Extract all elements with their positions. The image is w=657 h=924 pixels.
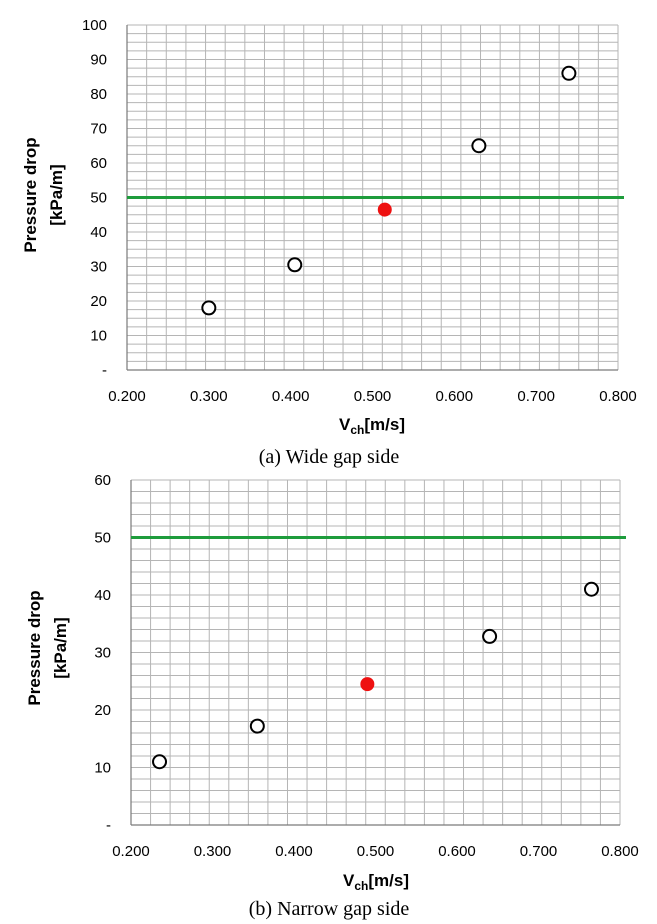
x-tick-label: 0.500: [357, 843, 395, 860]
y-tick-label: 100: [82, 17, 107, 34]
x-axis-label-sub: ch: [354, 879, 368, 893]
x-axis-label-sub: ch: [350, 423, 364, 437]
y-tick-label: -: [102, 362, 107, 379]
y-tick-label: 20: [90, 293, 107, 310]
x-tick-label: 0.800: [601, 843, 639, 860]
data-point: [287, 257, 303, 273]
x-tick-label: 0.200: [112, 843, 150, 860]
y-tick-labels: - 10 20 30 40 50 60 70 80 90 100: [82, 17, 107, 379]
x-axis-label: Vch[m/s]: [339, 415, 405, 437]
x-tick-label: 0.300: [190, 388, 228, 405]
x-tick-label: 0.500: [354, 388, 392, 405]
x-tick-label: 0.400: [275, 843, 313, 860]
caption-wide-gap: (a) Wide gap side: [259, 446, 400, 468]
y-tick-label: 30: [90, 259, 107, 276]
y-tick-labels: - 10 20 30 40 50 60: [94, 472, 111, 834]
data-point: [482, 628, 498, 644]
y-tick-label: 60: [90, 155, 107, 172]
y-tick-label: 70: [90, 121, 107, 138]
y-tick-label: -: [106, 817, 111, 834]
data-point-highlighted: [360, 677, 375, 692]
y-axis-label-line1: Pressure drop: [21, 137, 40, 252]
x-tick-label: 0.300: [194, 843, 232, 860]
y-tick-label: 90: [90, 52, 107, 69]
x-tick-label: 0.700: [517, 388, 555, 405]
y-tick-label: 20: [94, 702, 111, 719]
y-axis-label-line1: Pressure drop: [25, 590, 44, 705]
y-tick-label: 50: [90, 190, 107, 207]
x-tick-labels: 0.200 0.300 0.400 0.500 0.600 0.700 0.800: [108, 388, 637, 405]
y-tick-label: 40: [94, 587, 111, 604]
x-tick-label: 0.700: [520, 843, 558, 860]
y-axis-label-line2: [kPa/m]: [47, 164, 66, 225]
x-tick-label: 0.600: [436, 388, 474, 405]
y-tick-label: 30: [94, 645, 111, 662]
x-axis-label-unit: [m/s]: [368, 871, 409, 890]
data-point: [152, 754, 168, 770]
data-point-highlighted: [377, 202, 392, 217]
y-tick-label: 50: [94, 530, 111, 547]
data-point: [201, 300, 217, 316]
x-axis-label-unit: [m/s]: [364, 415, 405, 434]
caption-narrow-gap: (b) Narrow gap side: [249, 898, 410, 920]
grid: [130, 479, 621, 826]
y-tick-label: 10: [90, 328, 107, 345]
data-points: [152, 581, 599, 770]
x-tick-label: 0.600: [438, 843, 476, 860]
x-axis-label: Vch[m/s]: [343, 871, 409, 893]
x-tick-labels: 0.200 0.300 0.400 0.500 0.600 0.700 0.800: [112, 843, 639, 860]
y-tick-label: 40: [90, 224, 107, 241]
y-tick-label: 60: [94, 472, 111, 489]
y-axis-label-line2: [kPa/m]: [51, 617, 70, 678]
data-point: [583, 581, 599, 597]
data-point: [561, 65, 577, 81]
x-axis-label-main: V: [343, 871, 355, 890]
y-tick-label: 80: [90, 86, 107, 103]
x-axis-label-main: V: [339, 415, 351, 434]
y-tick-label: 10: [94, 760, 111, 777]
x-tick-label: 0.200: [108, 388, 146, 405]
data-point: [471, 138, 487, 154]
x-tick-label: 0.400: [272, 388, 310, 405]
data-point: [249, 718, 265, 734]
x-tick-label: 0.800: [599, 388, 637, 405]
data-points: [201, 65, 577, 316]
